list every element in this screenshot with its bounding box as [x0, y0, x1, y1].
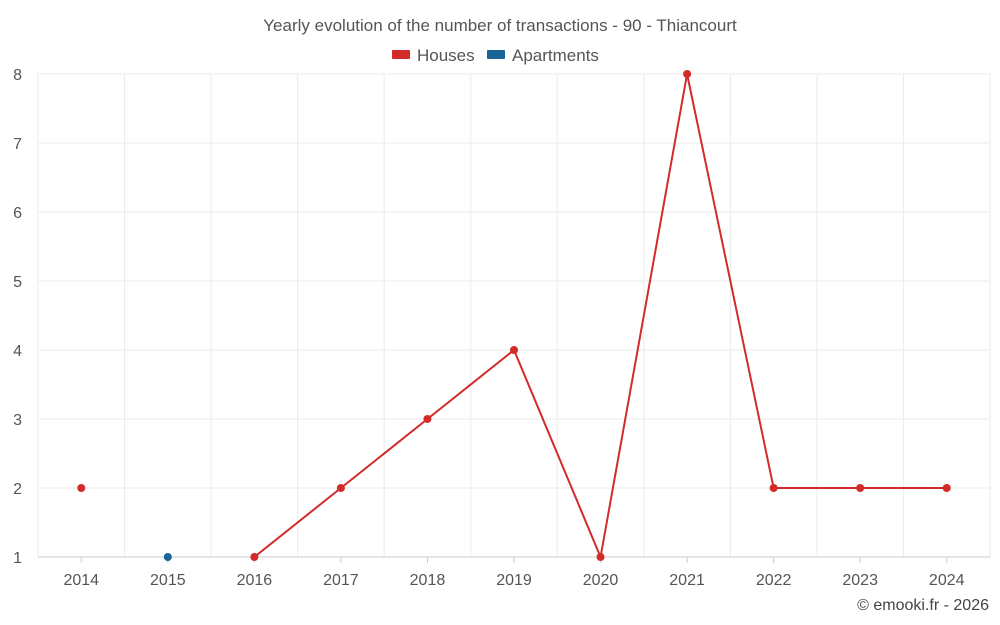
y-tick-label: 4	[13, 343, 22, 360]
data-point-houses[interactable]	[510, 346, 518, 354]
data-point-houses[interactable]	[856, 484, 865, 492]
data-point-houses[interactable]	[942, 484, 951, 492]
x-tick-label: 2016	[237, 572, 273, 589]
legend-item-apartments[interactable]: Apartments	[487, 46, 599, 65]
x-tick-label: 2019	[496, 572, 532, 589]
y-tick-label: 7	[13, 136, 22, 153]
x-tick-label: 2020	[583, 572, 619, 589]
axes	[38, 556, 990, 563]
credit-text: © emooki.fr - 2026	[857, 597, 989, 614]
x-tick-label: 2014	[63, 572, 99, 589]
y-tick-label: 6	[13, 205, 22, 222]
x-tick-label: 2021	[669, 572, 705, 589]
x-tick-label: 2018	[410, 572, 446, 589]
y-tick-label: 3	[13, 412, 22, 429]
line-segment-houses	[513, 349, 602, 558]
data-point-houses[interactable]	[250, 553, 259, 561]
legend: Houses Apartments	[392, 46, 599, 65]
x-tick-label: 2017	[323, 572, 359, 589]
chart-title: Yearly evolution of the number of transa…	[263, 16, 737, 35]
x-tick-label: 2023	[842, 572, 878, 589]
legend-label-apartments: Apartments	[512, 46, 599, 65]
y-tick-label: 8	[13, 67, 22, 84]
series-points	[77, 70, 951, 561]
legend-item-houses[interactable]: Houses	[392, 46, 475, 65]
data-point-houses[interactable]	[336, 484, 345, 492]
y-tick-label: 2	[13, 481, 22, 498]
legend-swatch-houses	[392, 50, 410, 59]
data-point-houses[interactable]	[596, 553, 605, 561]
y-axis-ticks: 1 2 3 4 5 6 7 8	[13, 67, 22, 567]
line-segment-houses	[426, 349, 515, 420]
x-tick-label: 2022	[756, 572, 792, 589]
data-point-houses[interactable]	[683, 70, 692, 78]
data-point-apartments[interactable]	[163, 553, 172, 561]
line-segment-houses	[253, 487, 342, 558]
y-tick-label: 1	[13, 550, 22, 567]
x-axis-ticks: 2014 2015 2016 2017 2018 2019 2020 2021 2022 2023…	[63, 572, 964, 589]
line-segment-houses	[599, 73, 689, 558]
legend-swatch-apartments	[487, 50, 505, 59]
y-tick-label: 5	[13, 274, 22, 291]
series-lines	[253, 73, 948, 558]
gridlines	[37, 73, 991, 557]
x-tick-label: 2015	[150, 572, 186, 589]
line-segment-houses	[339, 418, 429, 489]
data-point-houses[interactable]	[423, 415, 432, 423]
data-point-houses[interactable]	[77, 484, 86, 492]
data-point-houses[interactable]	[769, 484, 778, 492]
line-segment-houses	[686, 73, 775, 489]
x-tick-label: 2024	[929, 572, 965, 589]
legend-label-houses: Houses	[417, 46, 475, 65]
